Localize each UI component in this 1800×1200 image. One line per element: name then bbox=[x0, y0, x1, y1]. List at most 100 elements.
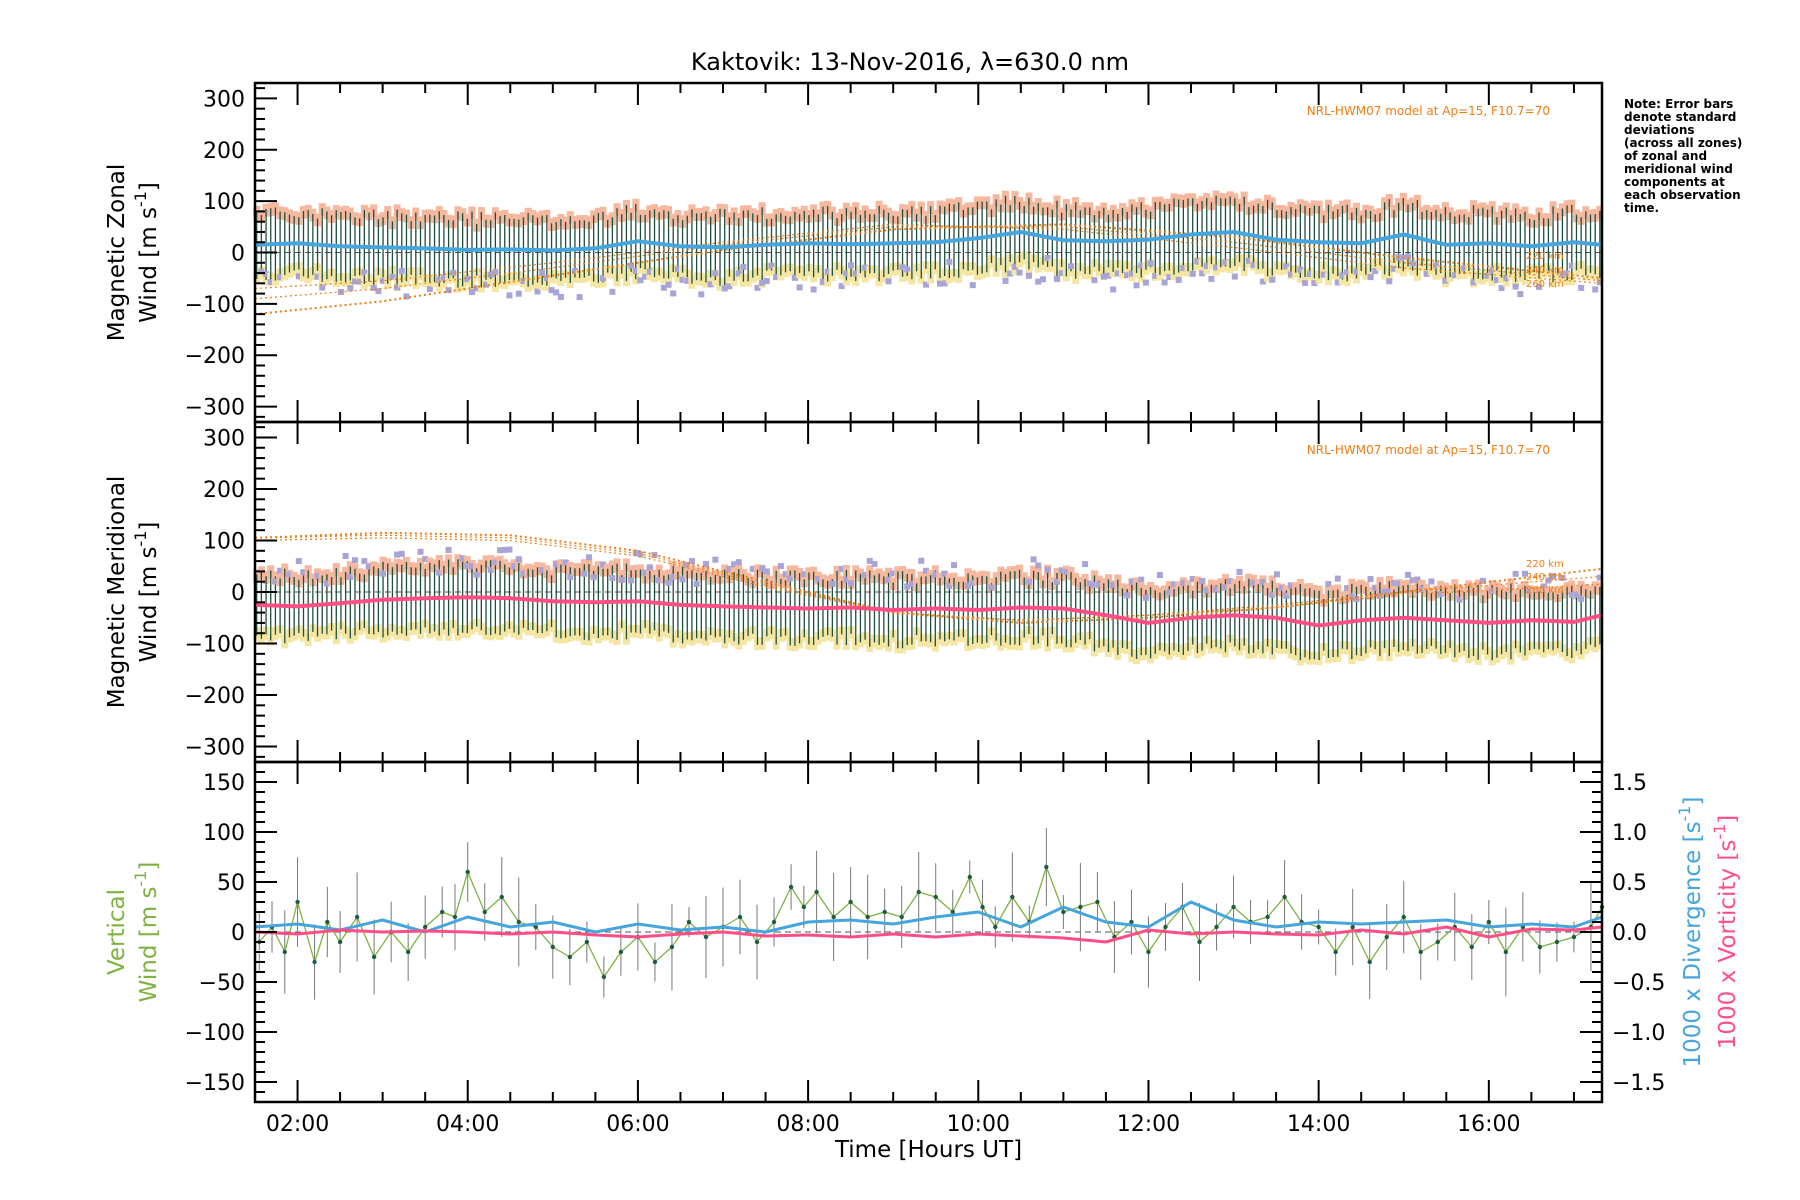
vertical-wind-point bbox=[1367, 959, 1372, 965]
y-axis-label-line: Wind [m s bbox=[136, 547, 162, 663]
zone-wind-point bbox=[642, 569, 649, 576]
zone-wind-point bbox=[1152, 272, 1159, 279]
zone-wind-point bbox=[1376, 592, 1383, 599]
y-tick-label: 0 bbox=[231, 242, 245, 267]
vertical-wind-point bbox=[950, 909, 955, 915]
zone-wind-point bbox=[1419, 586, 1426, 593]
x-tick-label: 02:00 bbox=[266, 1112, 329, 1137]
zone-wind-point bbox=[796, 284, 803, 291]
y-axis-label-line: ] bbox=[136, 522, 162, 531]
zone-wind-point bbox=[1564, 270, 1571, 277]
vertical-wind-point bbox=[312, 959, 317, 965]
y-tick-label: −100 bbox=[185, 1021, 245, 1046]
y2-axis-label-text: ] bbox=[1680, 796, 1706, 805]
zone-wind-point bbox=[468, 288, 475, 295]
zone-wind-point bbox=[539, 567, 546, 574]
vertical-wind-point bbox=[801, 904, 807, 910]
zone-wind-point bbox=[1124, 592, 1131, 599]
zone-wind-point bbox=[1596, 279, 1603, 286]
zone-wind-point bbox=[1124, 272, 1131, 279]
zone-wind-point bbox=[1573, 591, 1580, 598]
zone-wind-point bbox=[1512, 283, 1519, 290]
zone-wind-point bbox=[394, 551, 401, 558]
y-axis-label-line: ] bbox=[136, 862, 162, 871]
zone-wind-point bbox=[660, 284, 667, 291]
zone-wind-point bbox=[1404, 253, 1411, 260]
chart-title: Kaktovik: 13-Nov-2016, λ=630.0 nm bbox=[691, 48, 1129, 76]
y-tick-label: 100 bbox=[203, 529, 245, 554]
zone-wind-point bbox=[815, 575, 822, 582]
zone-wind-point bbox=[885, 576, 892, 583]
zone-wind-point bbox=[295, 558, 302, 565]
y-axis-label-sup: -1 bbox=[131, 871, 150, 887]
zone-wind-point bbox=[618, 576, 625, 583]
zone-wind-point bbox=[1442, 277, 1449, 284]
zone-wind-point bbox=[1568, 262, 1575, 269]
zone-wind-point bbox=[702, 560, 709, 567]
zone-wind-point bbox=[1278, 585, 1285, 592]
zone-wind-point bbox=[965, 582, 972, 589]
zone-wind-point bbox=[1451, 272, 1458, 279]
zone-wind-point bbox=[1521, 570, 1528, 577]
zone-wind-point bbox=[1068, 263, 1075, 270]
vertical-wind-point bbox=[1554, 939, 1560, 945]
zone-wind-point bbox=[670, 290, 677, 297]
vertical-wind-point bbox=[533, 924, 539, 930]
vertical-wind-point bbox=[1401, 914, 1406, 920]
zone-wind-point bbox=[398, 550, 405, 557]
zone-wind-point bbox=[1133, 282, 1140, 289]
zone-wind-point bbox=[1493, 276, 1500, 283]
vertical-wind-point bbox=[452, 914, 458, 920]
zone-wind-point bbox=[1189, 270, 1196, 277]
zone-wind-point bbox=[553, 289, 560, 296]
zone-wind-point bbox=[1372, 584, 1379, 591]
vertical-wind-point bbox=[1486, 919, 1492, 925]
zone-wind-point bbox=[1367, 576, 1374, 583]
zone-wind-point bbox=[1536, 283, 1543, 290]
zone-wind-point bbox=[1170, 581, 1177, 588]
y-axis-label: Magnetic Meridional Wind [m s-1] bbox=[104, 476, 162, 709]
zone-wind-point bbox=[1025, 578, 1032, 585]
zone-wind-point bbox=[1489, 588, 1496, 595]
y2-tick-label: 0.0 bbox=[1612, 921, 1647, 946]
model-curve bbox=[254, 223, 1603, 290]
zone-wind-point bbox=[1110, 286, 1117, 293]
zone-wind-point bbox=[1142, 279, 1149, 286]
note-line: each observation bbox=[1624, 188, 1741, 202]
zone-wind-point bbox=[1082, 561, 1089, 568]
model-altitude-label: 260 km bbox=[1526, 585, 1564, 596]
y-axis-label-sup: -1 bbox=[131, 531, 150, 547]
vertical-wind-point bbox=[440, 909, 445, 915]
zone-wind-point bbox=[1283, 592, 1290, 599]
note-line: deviations bbox=[1624, 123, 1695, 137]
model-altitude-label: 240 km bbox=[1526, 265, 1564, 276]
zone-wind-point bbox=[473, 571, 480, 578]
zone-wind-point bbox=[862, 264, 869, 271]
zone-wind-point bbox=[1559, 574, 1566, 581]
vertical-wind-point bbox=[686, 919, 692, 925]
zone-wind-point bbox=[1250, 579, 1257, 586]
zone-wind-point bbox=[1199, 270, 1206, 277]
note-line: (across all zones) bbox=[1624, 136, 1742, 150]
y-tick-label: −200 bbox=[185, 344, 245, 369]
zone-wind-point bbox=[1414, 576, 1421, 583]
vertical-wind-point bbox=[1231, 904, 1236, 910]
zone-wind-point bbox=[665, 579, 672, 586]
zone-wind-point bbox=[1096, 581, 1103, 588]
vertical-wind-point bbox=[354, 914, 360, 920]
zone-wind-point bbox=[1353, 268, 1360, 275]
zone-wind-point bbox=[464, 276, 471, 283]
model-label: NRL-HWM07 model at Ap=15, F10.7=70 bbox=[1307, 443, 1550, 457]
zone-wind-point bbox=[1568, 591, 1575, 598]
zone-wind-point bbox=[497, 547, 504, 554]
divergence-line bbox=[254, 900, 1603, 934]
zone-wind-point bbox=[908, 580, 915, 587]
zone-wind-point bbox=[422, 556, 429, 563]
zone-wind-point bbox=[1128, 270, 1135, 277]
zone-wind-point bbox=[445, 546, 452, 553]
zone-wind-point bbox=[1039, 276, 1046, 283]
zone-wind-point bbox=[1053, 578, 1060, 585]
zone-wind-point bbox=[267, 279, 274, 286]
zone-wind-point bbox=[679, 576, 686, 583]
zone-wind-point bbox=[642, 273, 649, 280]
